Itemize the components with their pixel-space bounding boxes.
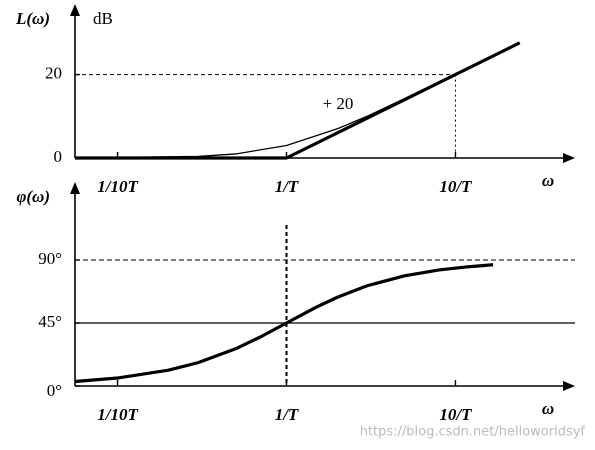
y-arrow <box>70 4 80 16</box>
y-tick-label: 20 <box>45 63 62 82</box>
y-axis-label: φ(ω) <box>16 187 50 206</box>
x-tick-label: 1/10T <box>97 177 138 196</box>
x-tick-label: 10/T <box>439 177 472 196</box>
x-tick-label: 1/10T <box>97 405 138 424</box>
x-tick-label: 1/T <box>275 405 299 424</box>
y-unit: dB <box>93 9 113 28</box>
curve <box>74 42 520 159</box>
x-tick-label: 10/T <box>439 405 472 424</box>
y-tick-label: 0 <box>54 147 63 166</box>
y-tick-label: 45° <box>38 312 62 331</box>
y-tick-label: 90° <box>38 249 62 268</box>
y-axis-label: L(ω) <box>15 9 50 28</box>
x-axis-label: ω <box>542 399 554 418</box>
x-tick-label: 1/T <box>275 177 299 196</box>
curve <box>75 41 521 160</box>
watermark: https://blog.csdn.net/helloworldsyf <box>360 425 586 440</box>
x-axis-label: ω <box>542 171 554 190</box>
annotation: + 20 <box>323 94 354 113</box>
y-arrow <box>70 182 80 194</box>
curve <box>74 263 494 384</box>
y-tick-label: 0° <box>47 381 62 400</box>
